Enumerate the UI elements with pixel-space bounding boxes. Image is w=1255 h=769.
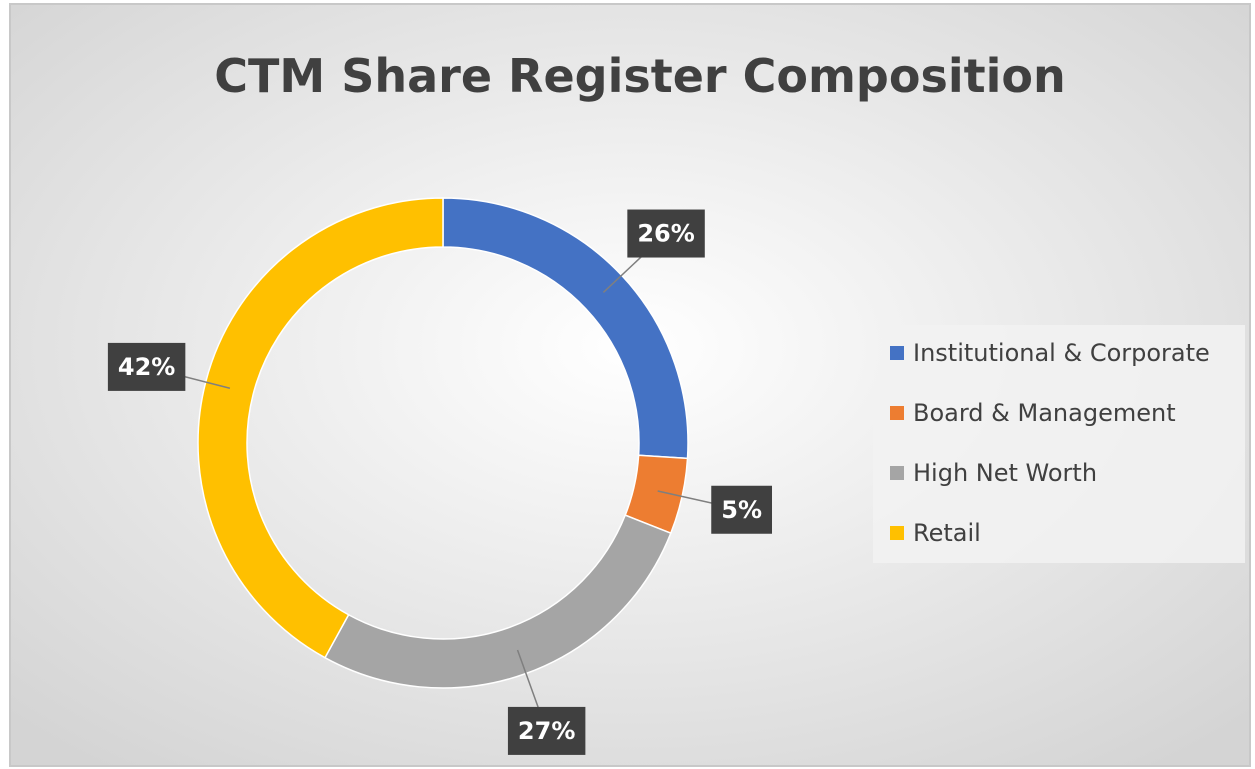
legend-label: Retail <box>913 519 981 547</box>
legend-box <box>873 325 1245 563</box>
chart-title: CTM Share Register Composition <box>214 49 1065 103</box>
data-label-box <box>107 342 186 391</box>
legend-label: Board & Management <box>913 399 1176 427</box>
legend-swatch <box>890 526 904 540</box>
data-label-box <box>507 706 586 755</box>
data-label: 27% <box>518 717 575 745</box>
donut-segment <box>197 197 444 659</box>
legend-swatch <box>890 346 904 360</box>
data-label-box <box>711 485 773 534</box>
legend-swatch <box>890 406 904 420</box>
legend-swatch <box>890 466 904 480</box>
legend-label: High Net Worth <box>913 459 1097 487</box>
data-label: 42% <box>118 353 175 381</box>
data-label-box <box>627 209 705 258</box>
data-label: 5% <box>721 496 762 524</box>
legend-label: Institutional & Corporate <box>913 339 1210 367</box>
data-label: 26% <box>637 220 694 248</box>
